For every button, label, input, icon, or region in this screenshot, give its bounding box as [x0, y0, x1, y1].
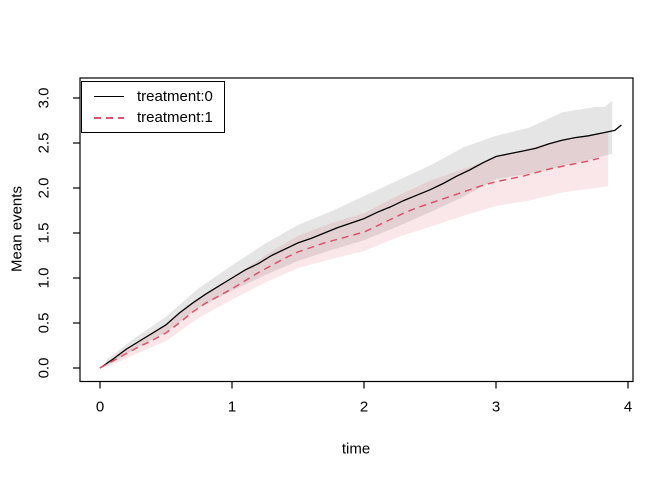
y-tick-label-0.0: 0.0: [35, 357, 53, 379]
x-tick-label-1: 1: [227, 398, 237, 416]
plot-box: [79, 77, 634, 383]
legend-line-sample-dashed: [94, 116, 124, 119]
legend: treatment:0 treatment:1: [81, 81, 225, 133]
y-tick-label-2.5: 2.5: [35, 132, 53, 154]
x-axis-title: time: [341, 440, 371, 458]
y-tick-label-1.0: 1.0: [35, 267, 53, 289]
y-tick-label-2.0: 2.0: [35, 177, 53, 199]
y-tick-label-0.5: 0.5: [35, 312, 53, 334]
series-line-treatment:0: [99, 124, 622, 369]
legend-line-sample-solid: [94, 96, 124, 97]
legend-item-treatment-1: treatment:1: [82, 108, 224, 127]
series-line-treatment:1: [99, 157, 600, 369]
y-axis-title: Mean events: [8, 186, 26, 272]
legend-label-treatment-0: treatment:0: [137, 88, 213, 105]
legend-label-treatment-1: treatment:1: [137, 109, 213, 126]
y-tick-label-1.5: 1.5: [35, 222, 53, 244]
confidence-band-treatment-1: [106, 132, 609, 368]
x-tick-label-0: 0: [95, 398, 105, 416]
y-tick-label-3.0: 3.0: [35, 87, 53, 109]
x-tick-label-2: 2: [359, 398, 369, 416]
x-tick-label-3: 3: [491, 398, 501, 416]
legend-item-treatment-0: treatment:0: [82, 87, 224, 106]
x-tick-label-4: 4: [623, 398, 633, 416]
